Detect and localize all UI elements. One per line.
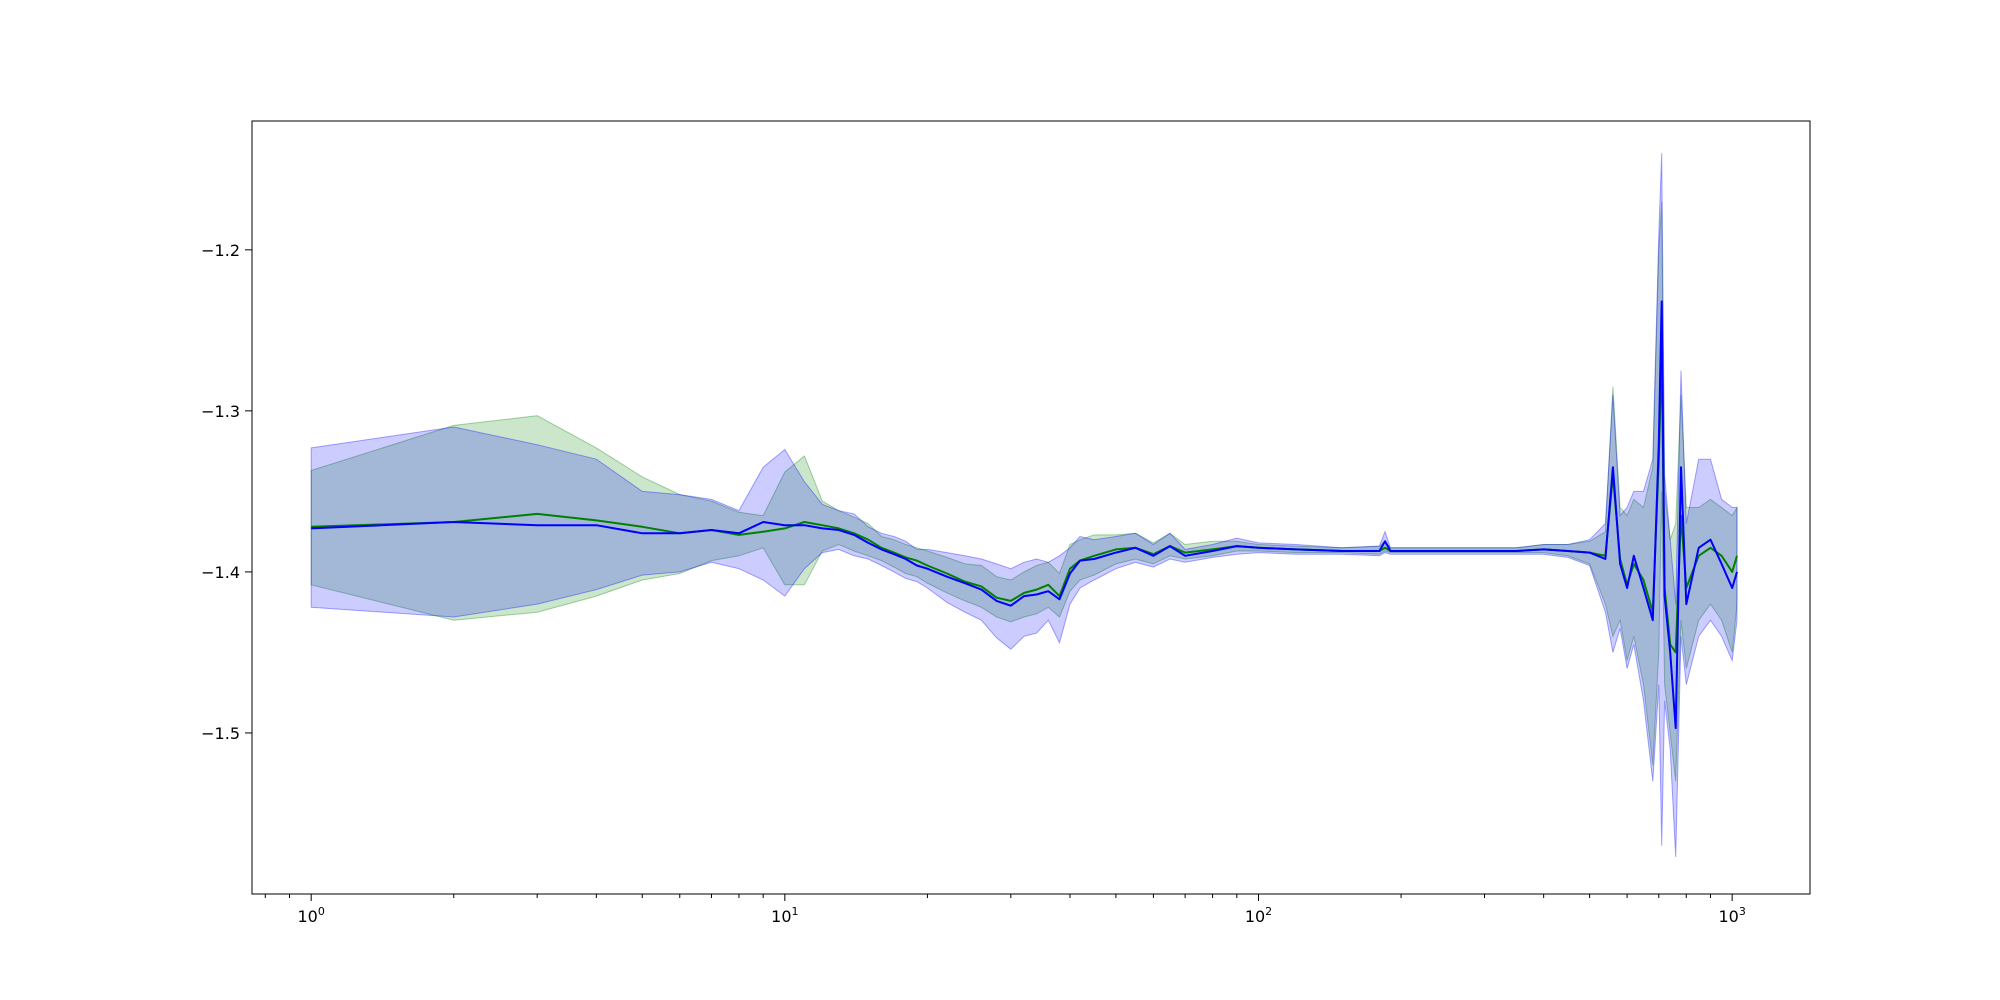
y-tick-label: −1.5 bbox=[201, 724, 240, 743]
y-axis: −1.2 −1.3 −1.4 −1.5 bbox=[201, 241, 252, 743]
x-tick-label: 100 bbox=[297, 905, 324, 926]
y-tick-label: −1.4 bbox=[201, 563, 240, 582]
y-tick-label: −1.2 bbox=[201, 241, 240, 260]
confidence-bands bbox=[310, 153, 1738, 858]
series-lines bbox=[311, 300, 1738, 730]
plot-frame bbox=[251, 120, 1811, 895]
y-tick-label: −1.3 bbox=[201, 402, 240, 421]
x-tick-label: 103 bbox=[1718, 905, 1745, 926]
blue-line bbox=[311, 300, 1738, 730]
blue-band bbox=[310, 153, 1738, 858]
x-tick-label: 101 bbox=[771, 905, 798, 926]
green-band bbox=[310, 201, 1738, 782]
x-tick-label: 102 bbox=[1245, 905, 1272, 926]
x-axis: 100 101 102 103 bbox=[264, 894, 1746, 926]
